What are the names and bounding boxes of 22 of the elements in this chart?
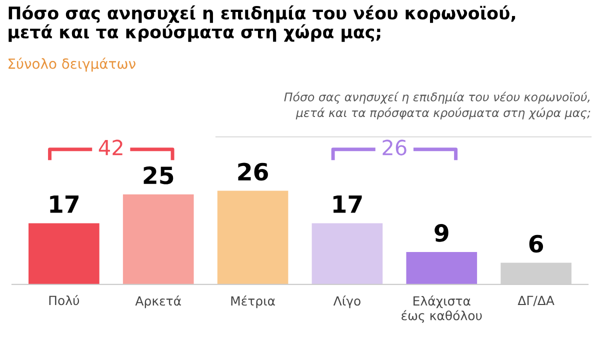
bar (406, 252, 478, 284)
x-tick-label: Λίγο (333, 296, 360, 308)
bar (217, 190, 288, 284)
bar (312, 223, 383, 284)
x-tick-label: Ελάχιστα έως καθόλου (402, 296, 482, 323)
data-label: 17 (333, 196, 362, 213)
data-label: 26 (238, 162, 268, 181)
x-tick-label: Πολύ (49, 295, 80, 306)
data-label: 9 (434, 224, 448, 242)
data-label: 25 (144, 166, 174, 184)
x-tick-label: Αρκετά (135, 296, 181, 308)
data-label: 6 (529, 234, 544, 253)
bar (28, 223, 100, 284)
chart-title: Πόσο σας ανησυχεί η επιδημία του νέου κορωνοϊού, μετά και τα κρούσματα στη χώρα μας; (8, 5, 516, 42)
x-tick-label: ΔΓ/ΔΑ (518, 296, 554, 306)
text: 26 (382, 140, 406, 156)
bar (122, 194, 194, 284)
text: 42 (98, 140, 122, 156)
chart-subtitle: Σύνολο δειγμάτων (8, 58, 136, 72)
text: Πόσο σας ανησυχεί η επιδημία του νέου κορωνοϊού, μετά και τα πρόσφατα κρούσματα στη χώρα μας; (284, 92, 590, 120)
data-label: 17 (50, 196, 78, 213)
x-tick-label: Μέτρια (231, 296, 275, 308)
